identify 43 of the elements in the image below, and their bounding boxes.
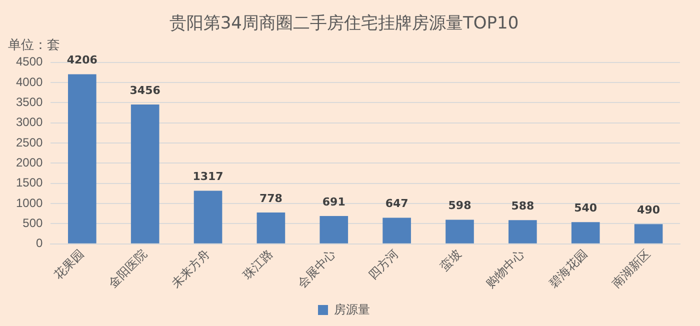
data-label: 540	[574, 201, 598, 214]
chart-title: 贵阳第34周商圈二手房住宅挂牌房源量TOP10	[169, 14, 519, 34]
bar	[508, 220, 537, 244]
y-tick-label: 1000	[16, 196, 44, 210]
data-label: 588	[511, 200, 534, 213]
data-label: 598	[448, 199, 472, 212]
bar	[68, 74, 96, 244]
legend-label: 房源量	[334, 302, 370, 316]
x-tick-label: 四方河	[366, 246, 402, 282]
bar	[382, 218, 411, 244]
x-tick-label: 会展中心	[294, 246, 338, 290]
data-label: 647	[385, 197, 408, 210]
bar	[194, 190, 222, 244]
y-tick-label: 4000	[16, 74, 44, 89]
y-tick-label: 2000	[16, 156, 44, 170]
x-tick-label: 金阳医院	[106, 246, 150, 290]
data-label: 778	[259, 192, 282, 205]
bar	[634, 224, 663, 244]
y-tick-label: 4500	[16, 54, 44, 69]
x-tick-label: 南湖新区	[609, 246, 653, 290]
x-tick-label: 花果园	[51, 246, 87, 282]
y-axis-title: 单位：套	[8, 37, 60, 54]
y-tick-label: 0	[36, 236, 44, 250]
y-tick-label: 500	[22, 216, 44, 230]
x-tick-label: 购物中心	[483, 246, 528, 290]
y-tick-label: 3500	[16, 95, 44, 110]
x-tick-label: 珠江路	[240, 246, 276, 282]
x-tick-label: 蛮坡	[437, 246, 464, 274]
bar	[571, 222, 600, 244]
x-tick-label: 碧海花园	[546, 246, 590, 290]
x-tick-label: 未来方舟	[168, 246, 212, 290]
data-label: 3456	[130, 84, 161, 97]
data-label: 691	[322, 195, 346, 208]
data-label: 4206	[66, 54, 98, 67]
data-label: 490	[637, 203, 660, 216]
data-label: 1317	[192, 170, 224, 184]
bar	[256, 212, 286, 244]
bar	[446, 220, 474, 244]
y-tick-label: 1500	[16, 176, 44, 190]
y-tick-label: 2500	[16, 135, 44, 150]
y-tick-label: 3000	[16, 115, 44, 130]
bar	[130, 104, 160, 244]
bar	[320, 216, 348, 244]
